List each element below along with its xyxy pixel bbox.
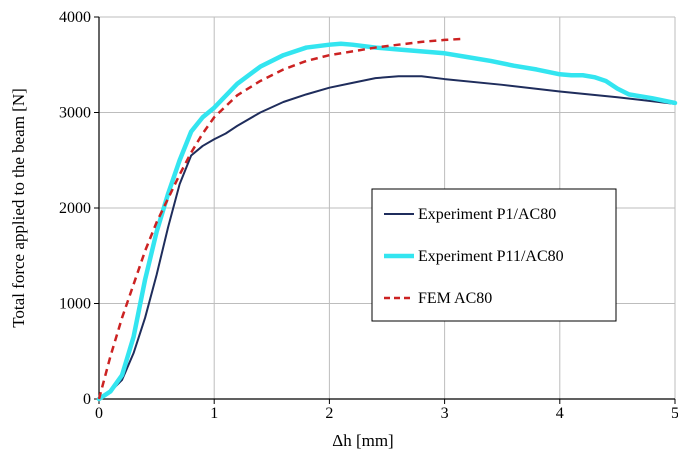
y-tick-label: 1000 xyxy=(59,296,91,313)
legend: Experiment P1/AC80 Experiment P11/AC80 F… xyxy=(371,188,617,322)
series-lines xyxy=(96,37,678,402)
legend-label-fem: FEM AC80 xyxy=(418,290,492,307)
y-tick-label: 2000 xyxy=(59,200,91,217)
x-tick-label: 3 xyxy=(441,405,449,422)
x-tick-label: 4 xyxy=(556,405,564,422)
series-line-p1 xyxy=(98,75,676,400)
x-tick-label: 5 xyxy=(671,405,678,422)
y-tick-label: 4000 xyxy=(59,9,91,26)
y-axis-title: Total force applied to the beam [N] xyxy=(9,88,28,328)
tick-labels: 0 1 2 3 4 5 0 1000 2000 3000 4000 xyxy=(59,9,678,422)
legend-label-p1: Experiment P1/AC80 xyxy=(418,206,556,223)
series-line-p11 xyxy=(96,41,678,402)
x-tick-label: 1 xyxy=(210,405,218,422)
axes xyxy=(94,16,676,404)
x-tick-label: 0 xyxy=(95,405,103,422)
legend-label-p11: Experiment P11/AC80 xyxy=(418,248,564,265)
y-tick-label: 0 xyxy=(83,391,91,408)
x-axis-title: Δh [mm] xyxy=(332,431,393,450)
x-tick-label: 2 xyxy=(325,405,333,422)
y-tick-label: 3000 xyxy=(59,105,91,122)
series-line-fem xyxy=(97,37,462,400)
